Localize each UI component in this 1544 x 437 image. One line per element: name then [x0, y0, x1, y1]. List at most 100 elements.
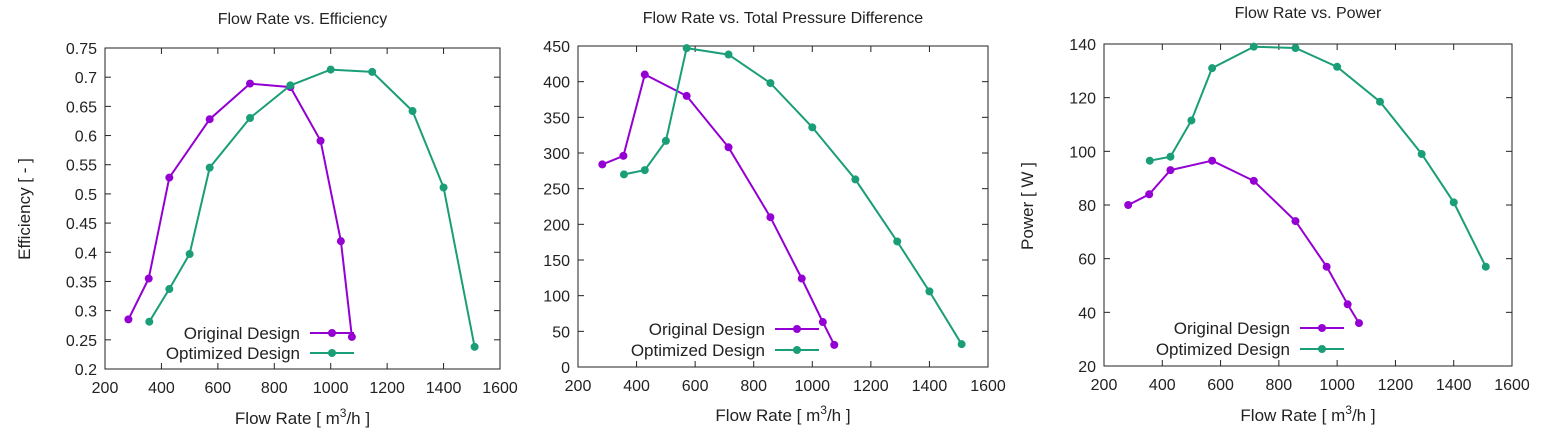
data-point	[598, 160, 607, 169]
data-point	[185, 250, 194, 259]
series-line	[127, 82, 353, 338]
legend-label: Original Design	[184, 324, 300, 343]
y-tick-label: 0.45	[66, 216, 97, 233]
y-tick-label: 300	[543, 146, 570, 163]
x-tick-label: 200	[92, 380, 119, 397]
series-line	[623, 46, 963, 345]
y-tick-label: 0.65	[66, 99, 97, 116]
plot-frame	[577, 45, 989, 368]
x-tick-label: 400	[1149, 377, 1176, 394]
data-point	[1343, 300, 1352, 309]
y-tick-label: 0.75	[66, 41, 97, 58]
chart-2: Flow Rate vs. Total Pressure Difference 2…	[543, 10, 1006, 425]
data-point	[682, 44, 691, 53]
y-tick-label: 0.2	[75, 362, 97, 379]
data-point	[1208, 156, 1217, 165]
data-point	[439, 183, 448, 192]
x-tick-label: 800	[740, 378, 767, 395]
y-tick-label: 0.6	[75, 129, 97, 146]
y-tick-label: 20	[1078, 359, 1096, 376]
data-point	[766, 79, 775, 88]
data-point	[286, 81, 295, 90]
data-point	[408, 107, 417, 116]
y-tick-label: 0.5	[75, 187, 97, 204]
data-point	[1249, 42, 1258, 51]
y-tick-label: 60	[1078, 252, 1096, 269]
data-point	[347, 332, 356, 341]
data-point	[925, 287, 934, 296]
y-tick-label: 100	[543, 289, 570, 306]
x-tick-label: 800	[1266, 377, 1293, 394]
x-axis-label-main: Flow Rate [ m	[715, 406, 820, 425]
legend-label: Optimized Design	[166, 344, 300, 363]
x-tick-label: 600	[1207, 377, 1234, 394]
x-tick-label: 800	[261, 380, 288, 397]
data-point	[165, 173, 174, 182]
data-point	[1417, 150, 1426, 159]
legend-label: Optimized Design	[631, 341, 765, 360]
legend-marker	[328, 329, 336, 337]
y-tick-label: 400	[543, 75, 570, 92]
x-tick-label: 1600	[970, 378, 1006, 395]
data-point	[1333, 62, 1342, 71]
data-point	[246, 79, 255, 88]
y-axis-label: Power [ W ]	[1018, 162, 1037, 250]
x-axis-label-tail: /h ]	[827, 406, 851, 425]
data-point	[368, 67, 377, 76]
series-optimized-design	[619, 44, 966, 349]
data-point	[724, 50, 733, 59]
y-tick-label: 0.4	[75, 245, 97, 262]
y-tick-label: 50	[552, 324, 570, 341]
legend-marker	[1318, 345, 1326, 353]
series-optimized-design	[1145, 42, 1490, 271]
data-point	[724, 143, 733, 152]
chart-title: Flow Rate vs. Total Pressure Difference	[643, 10, 924, 27]
x-axis-label: Flow Rate [ m3/h ]	[1240, 403, 1375, 425]
x-tick-label: 1400	[426, 380, 462, 397]
x-tick-label: 1000	[313, 380, 349, 397]
x-tick-label: 400	[623, 378, 650, 395]
chart-1: Flow Rate vs. Efficiency 200 400 600 800 1000…	[15, 11, 518, 428]
y-tick-label: 0	[561, 360, 570, 377]
data-point	[326, 65, 335, 74]
data-point	[1481, 262, 1490, 271]
data-point	[1187, 116, 1196, 125]
data-point	[205, 163, 214, 172]
y-tick-label: 350	[543, 110, 570, 127]
series-line	[1127, 159, 1360, 324]
data-point	[1208, 64, 1217, 73]
y-tick-label: 40	[1078, 305, 1096, 322]
data-point	[640, 70, 649, 79]
data-point	[766, 213, 775, 222]
data-point	[1322, 262, 1331, 271]
chart-title: Flow Rate vs. Power	[1235, 5, 1382, 22]
chart-title: Flow Rate vs. Efficiency	[218, 11, 388, 28]
x-tick-label: 200	[1091, 377, 1118, 394]
data-point	[1166, 152, 1175, 161]
x-tick-label: 1200	[1378, 377, 1414, 394]
x-tick-label: 1400	[912, 378, 948, 395]
data-point	[1249, 176, 1258, 185]
data-point	[830, 340, 839, 349]
data-point	[957, 340, 966, 349]
y-tick-label: 0.3	[75, 304, 97, 321]
y-tick-label: 100	[1069, 144, 1096, 161]
legend-marker	[793, 325, 801, 333]
x-axis-label-main: Flow Rate [ m	[235, 409, 340, 428]
plot-frame	[104, 47, 501, 370]
legend-label: Optimized Design	[1156, 340, 1290, 359]
data-point	[470, 342, 479, 351]
data-point	[797, 274, 806, 283]
data-point	[165, 285, 174, 294]
legend-label: Original Design	[1174, 319, 1290, 338]
data-point	[1166, 166, 1175, 175]
data-point	[893, 237, 902, 246]
x-tick-label: 1600	[1494, 377, 1530, 394]
x-axis-label-sup: 3	[1345, 403, 1352, 417]
data-point	[818, 318, 827, 327]
x-tick-label: 200	[565, 378, 592, 395]
data-point	[145, 317, 154, 326]
legend-label: Original Design	[649, 320, 765, 339]
data-point	[808, 123, 817, 132]
